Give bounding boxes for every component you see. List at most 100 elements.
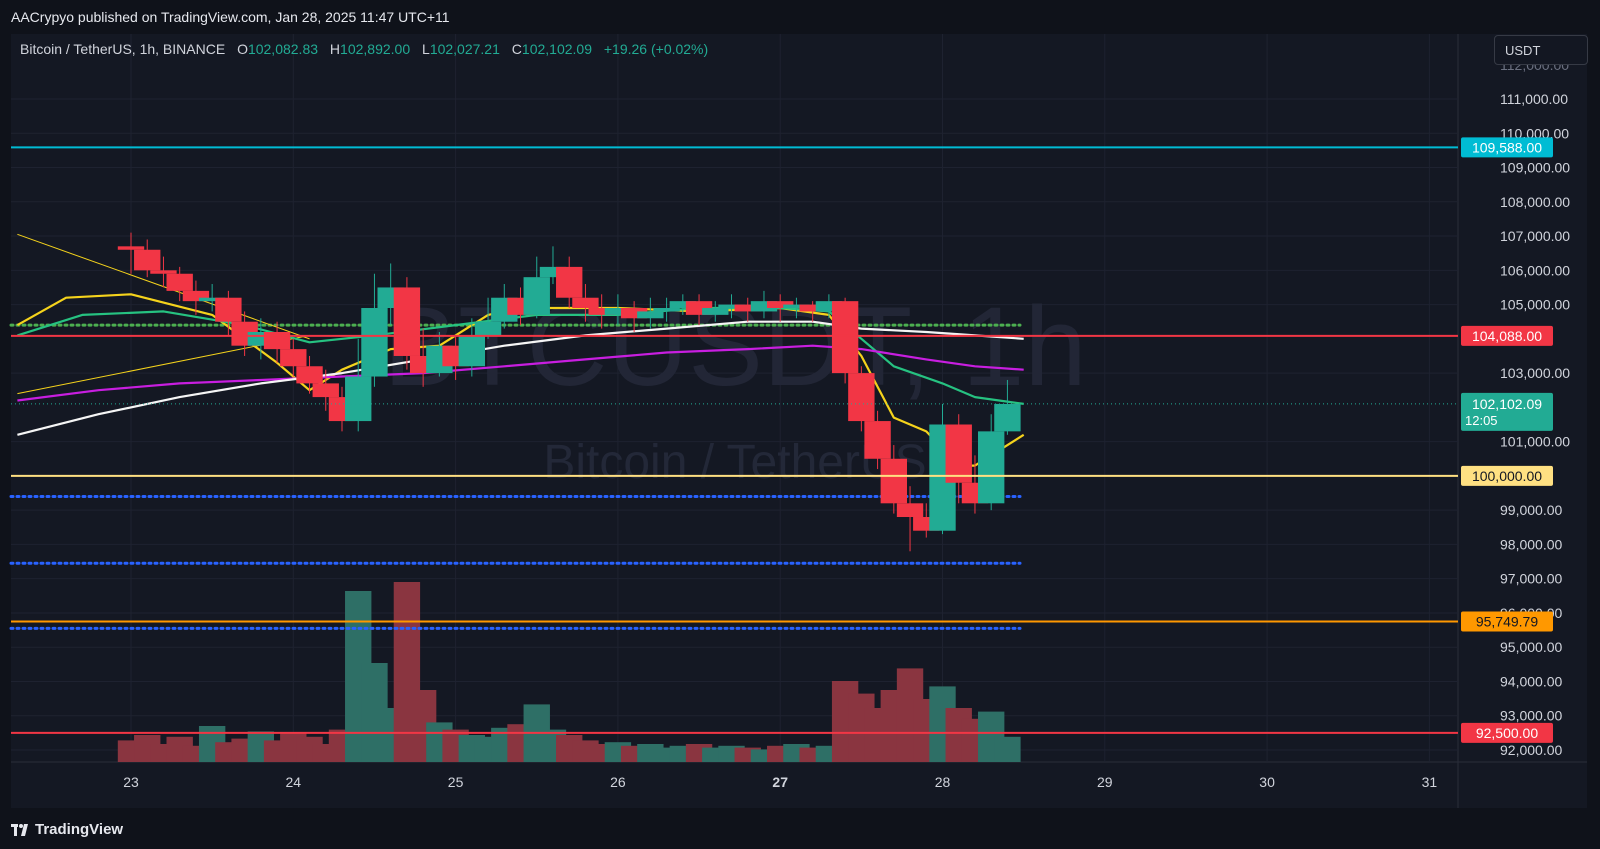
candle-body[interactable] [166,273,193,291]
tradingview-mark-icon [11,823,28,836]
legend-change: +19.26 (+0.02%) [603,41,709,57]
legend-low-label: L [422,41,430,57]
candle-body[interactable] [750,301,778,312]
candle-body[interactable] [799,304,826,312]
x-tick-label: 30 [1259,774,1275,790]
chart-background [11,34,1587,808]
candle-body[interactable] [978,431,1005,504]
candle-body[interactable] [783,304,810,309]
candle-body[interactable] [945,424,972,483]
candle-body[interactable] [539,266,567,278]
legend-open: 102,082.83 [247,41,319,57]
level-price-tag [1461,137,1553,158]
candle-body[interactable] [215,297,242,322]
x-tick-label: 31 [1422,774,1438,790]
currency-selector-button[interactable]: USDT [1494,35,1588,65]
x-tick-label: 23 [123,774,139,790]
tradingview-logo[interactable]: TradingView [11,821,123,838]
y-tick-label: 92,000.00 [1500,742,1562,758]
candle-body[interactable] [312,383,339,398]
candle-body[interactable] [702,308,729,315]
x-tick-label: 27 [772,774,788,790]
level-price-tag [1461,465,1553,486]
candle-body[interactable] [815,301,843,312]
candle-body[interactable] [474,321,502,336]
candle-body[interactable] [150,270,177,274]
level-price-tag-label: 95,749.79 [1476,614,1538,630]
legend-open-label: O [237,41,248,57]
level-price-tag-label: 100,000.00 [1472,468,1542,484]
level-price-tag [1461,325,1553,346]
candle-body[interactable] [523,277,550,315]
legend-close: 102,102.09 [521,41,592,57]
candle-body[interactable] [864,421,891,459]
current-price-tag [1461,392,1553,431]
y-tick-label: 103,000.00 [1500,365,1570,381]
candle-body[interactable] [263,331,291,350]
y-tick-label: 110,000.00 [1500,125,1569,141]
candle-body[interactable] [880,458,907,504]
y-tick-label: 95,000.00 [1500,639,1562,655]
candle-body[interactable] [604,308,632,315]
candle-body[interactable] [831,301,859,374]
level-price-tag [1461,611,1553,632]
tradingview-wordmark: TradingView [35,821,124,838]
symbol-legend: Bitcoin / TetherUS, 1h, BINANCE O102,082… [20,41,708,57]
candle-body[interactable] [896,503,924,518]
bar-countdown-label: 12:05 [1465,413,1498,428]
y-tick-label: 107,000.00 [1500,228,1570,244]
candle-body[interactable] [572,297,599,309]
candle-body[interactable] [637,311,664,319]
level-price-tag-label: 109,588.00 [1472,139,1542,155]
candle-body[interactable] [393,287,421,356]
candle-body[interactable] [198,297,226,302]
watermark-ticker: BTCUSDT, 1h [383,284,1086,409]
y-tick-label: 101,000.00 [1500,434,1570,450]
current-price-tag-label: 102,102.09 [1472,396,1542,412]
candle-body[interactable] [994,403,1021,432]
candle-body[interactable] [458,335,486,367]
candle-body[interactable] [588,308,615,315]
legend-close-label: C [511,41,522,57]
legend-high: 102,892.00 [340,41,411,57]
y-tick-label: 111,000.00 [1500,91,1568,107]
candle-body[interactable] [134,249,161,271]
y-tick-label: 106,000.00 [1500,262,1570,278]
x-tick-label: 24 [286,774,302,790]
candle-body[interactable] [345,376,372,422]
candle-body[interactable] [296,366,323,384]
moving-average-line [17,344,1024,402]
candle-body[interactable] [556,266,583,298]
y-tick-label: 108,000.00 [1500,194,1570,210]
candle-body[interactable] [734,304,761,312]
publish-attribution: AACrypyo published on TradingView.com, J… [0,0,1600,34]
y-tick-label: 94,000.00 [1500,673,1562,689]
legend-symbol: Bitcoin / TetherUS, 1h, BINANCE [20,41,226,57]
x-tick-label: 29 [1097,774,1113,790]
legend-high-label: H [329,41,341,57]
level-price-tag-label: 92,500.00 [1476,725,1538,741]
y-tick-label: 97,000.00 [1500,571,1562,587]
y-tick-label: 99,000.00 [1500,502,1562,518]
candle-body[interactable] [653,308,680,312]
candle-body[interactable] [767,301,794,309]
candle-body[interactable] [620,308,648,319]
watermark-name: Bitcoin / TetherUS [543,436,926,489]
y-tick-label: 98,000.00 [1500,536,1562,552]
x-tick-label: 25 [448,774,464,790]
candle-body[interactable] [117,246,145,250]
y-tick-label: 93,000.00 [1500,708,1562,724]
x-tick-label: 26 [610,774,626,790]
legend-low: 102,027.21 [429,41,500,57]
candle-body[interactable] [280,349,307,367]
candle-body[interactable] [361,308,388,377]
footer-bar [0,808,1600,849]
level-price-tag [1461,722,1553,743]
candle-body[interactable] [669,301,697,309]
volume-bar [994,736,1021,762]
candle-body[interactable] [182,290,210,302]
candle-body[interactable] [848,373,875,422]
y-tick-label: 109,000.00 [1500,160,1570,176]
candle-body[interactable] [718,304,745,309]
